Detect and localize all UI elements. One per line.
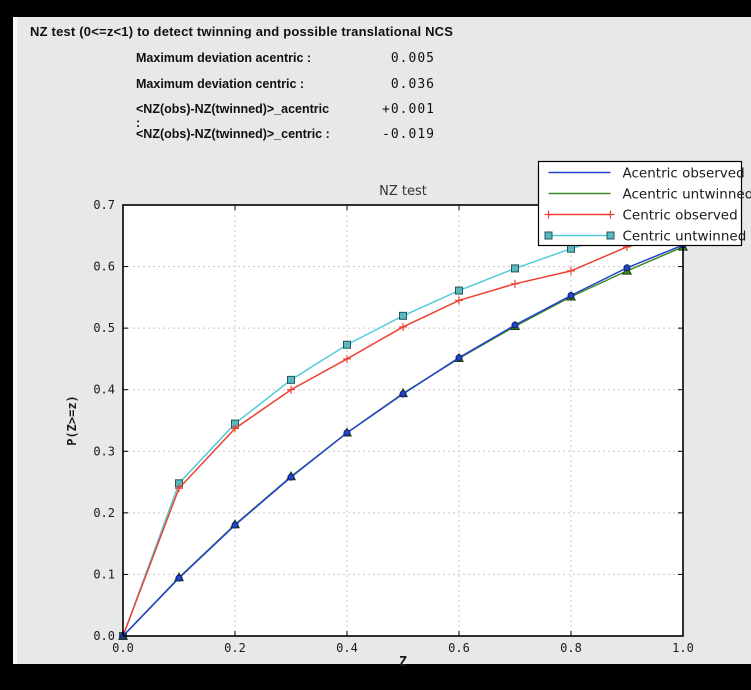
svg-text:0.3: 0.3 bbox=[93, 444, 115, 458]
square-marker bbox=[399, 311, 407, 320]
stat-label: <NZ(obs)-NZ(twinned)>_centric : bbox=[136, 127, 330, 141]
svg-text:0.1: 0.1 bbox=[93, 567, 115, 581]
stat-row-max-dev-acentric: Maximum deviation acentric : 0.005 bbox=[136, 51, 435, 66]
chart-legend: Acentric observed Acentric untwinned Centr… bbox=[537, 160, 751, 247]
legend-label: Centric observed bbox=[623, 208, 738, 224]
svg-text:1.0: 1.0 bbox=[672, 641, 694, 655]
stat-row-nz-diff-acentric: <NZ(obs)-NZ(twinned)>_acentric : +0.001 bbox=[136, 102, 435, 130]
svg-text:0.0: 0.0 bbox=[93, 629, 115, 643]
page-title: NZ test (0<=z<1) to detect twinning and … bbox=[30, 24, 454, 39]
legend-label: Centric untwinned bbox=[623, 229, 747, 245]
stat-label: Maximum deviation acentric : bbox=[136, 51, 312, 65]
svg-text:0.5: 0.5 bbox=[93, 321, 115, 335]
stat-label: <NZ(obs)-NZ(twinned)>_acentric : bbox=[136, 102, 330, 130]
circle-marker bbox=[343, 429, 351, 437]
stat-value: +0.001 bbox=[382, 102, 435, 117]
svg-text:0.2: 0.2 bbox=[93, 506, 115, 520]
svg-text:0.4: 0.4 bbox=[93, 383, 115, 397]
plot-area bbox=[123, 205, 683, 636]
stat-row-nz-diff-centric: <NZ(obs)-NZ(twinned)>_centric : -0.019 bbox=[136, 127, 435, 142]
nz-test-chart-svg: 0.0 0.2 0.4 0.6 0.8 1.0 0.0 0.1 0.2 0.3 0.4 0.5 0.6 0… bbox=[65, 160, 751, 670]
tick-labels: 0.0 0.2 0.4 0.6 0.8 1.0 0.0 0.1 0.2 0.3 0.4 0.5 0.6 0… bbox=[93, 198, 694, 655]
plot-frame bbox=[122, 204, 684, 637]
circle-marker bbox=[231, 521, 239, 529]
circle-marker bbox=[455, 354, 463, 362]
circle-marker bbox=[399, 390, 407, 398]
circle-marker bbox=[175, 574, 183, 582]
stat-row-max-dev-centric: Maximum deviation centric : 0.036 bbox=[136, 77, 435, 92]
series-acentric-observed bbox=[119, 241, 687, 640]
chart-title: NZ test bbox=[379, 184, 427, 199]
circle-marker bbox=[567, 292, 575, 300]
svg-text:0.2: 0.2 bbox=[224, 641, 246, 655]
circle-marker bbox=[511, 321, 519, 329]
x-axis-label: Z bbox=[399, 655, 407, 670]
svg-text:0.0: 0.0 bbox=[112, 641, 134, 655]
square-marker bbox=[511, 264, 519, 273]
square-marker bbox=[287, 375, 295, 384]
square-marker bbox=[455, 286, 463, 295]
square-marker bbox=[544, 231, 553, 240]
square-marker bbox=[343, 340, 351, 349]
svg-text:0.4: 0.4 bbox=[336, 641, 358, 655]
y-axis-label: P(Z>=z) bbox=[65, 395, 79, 446]
svg-text:0.6: 0.6 bbox=[93, 260, 115, 274]
circle-marker bbox=[287, 473, 295, 481]
square-marker bbox=[567, 244, 575, 253]
svg-text:0.8: 0.8 bbox=[560, 641, 582, 655]
stat-value: 0.005 bbox=[390, 51, 435, 66]
square-marker bbox=[606, 231, 615, 240]
stat-value: -0.019 bbox=[382, 127, 435, 142]
stat-label: Maximum deviation centric : bbox=[136, 77, 305, 91]
legend-label: Acentric untwinned bbox=[623, 187, 751, 203]
circle-marker bbox=[623, 264, 631, 272]
legend-label: Acentric observed bbox=[623, 166, 745, 182]
svg-text:0.6: 0.6 bbox=[448, 641, 470, 655]
stat-value: 0.036 bbox=[390, 77, 435, 92]
svg-text:0.7: 0.7 bbox=[93, 198, 115, 212]
